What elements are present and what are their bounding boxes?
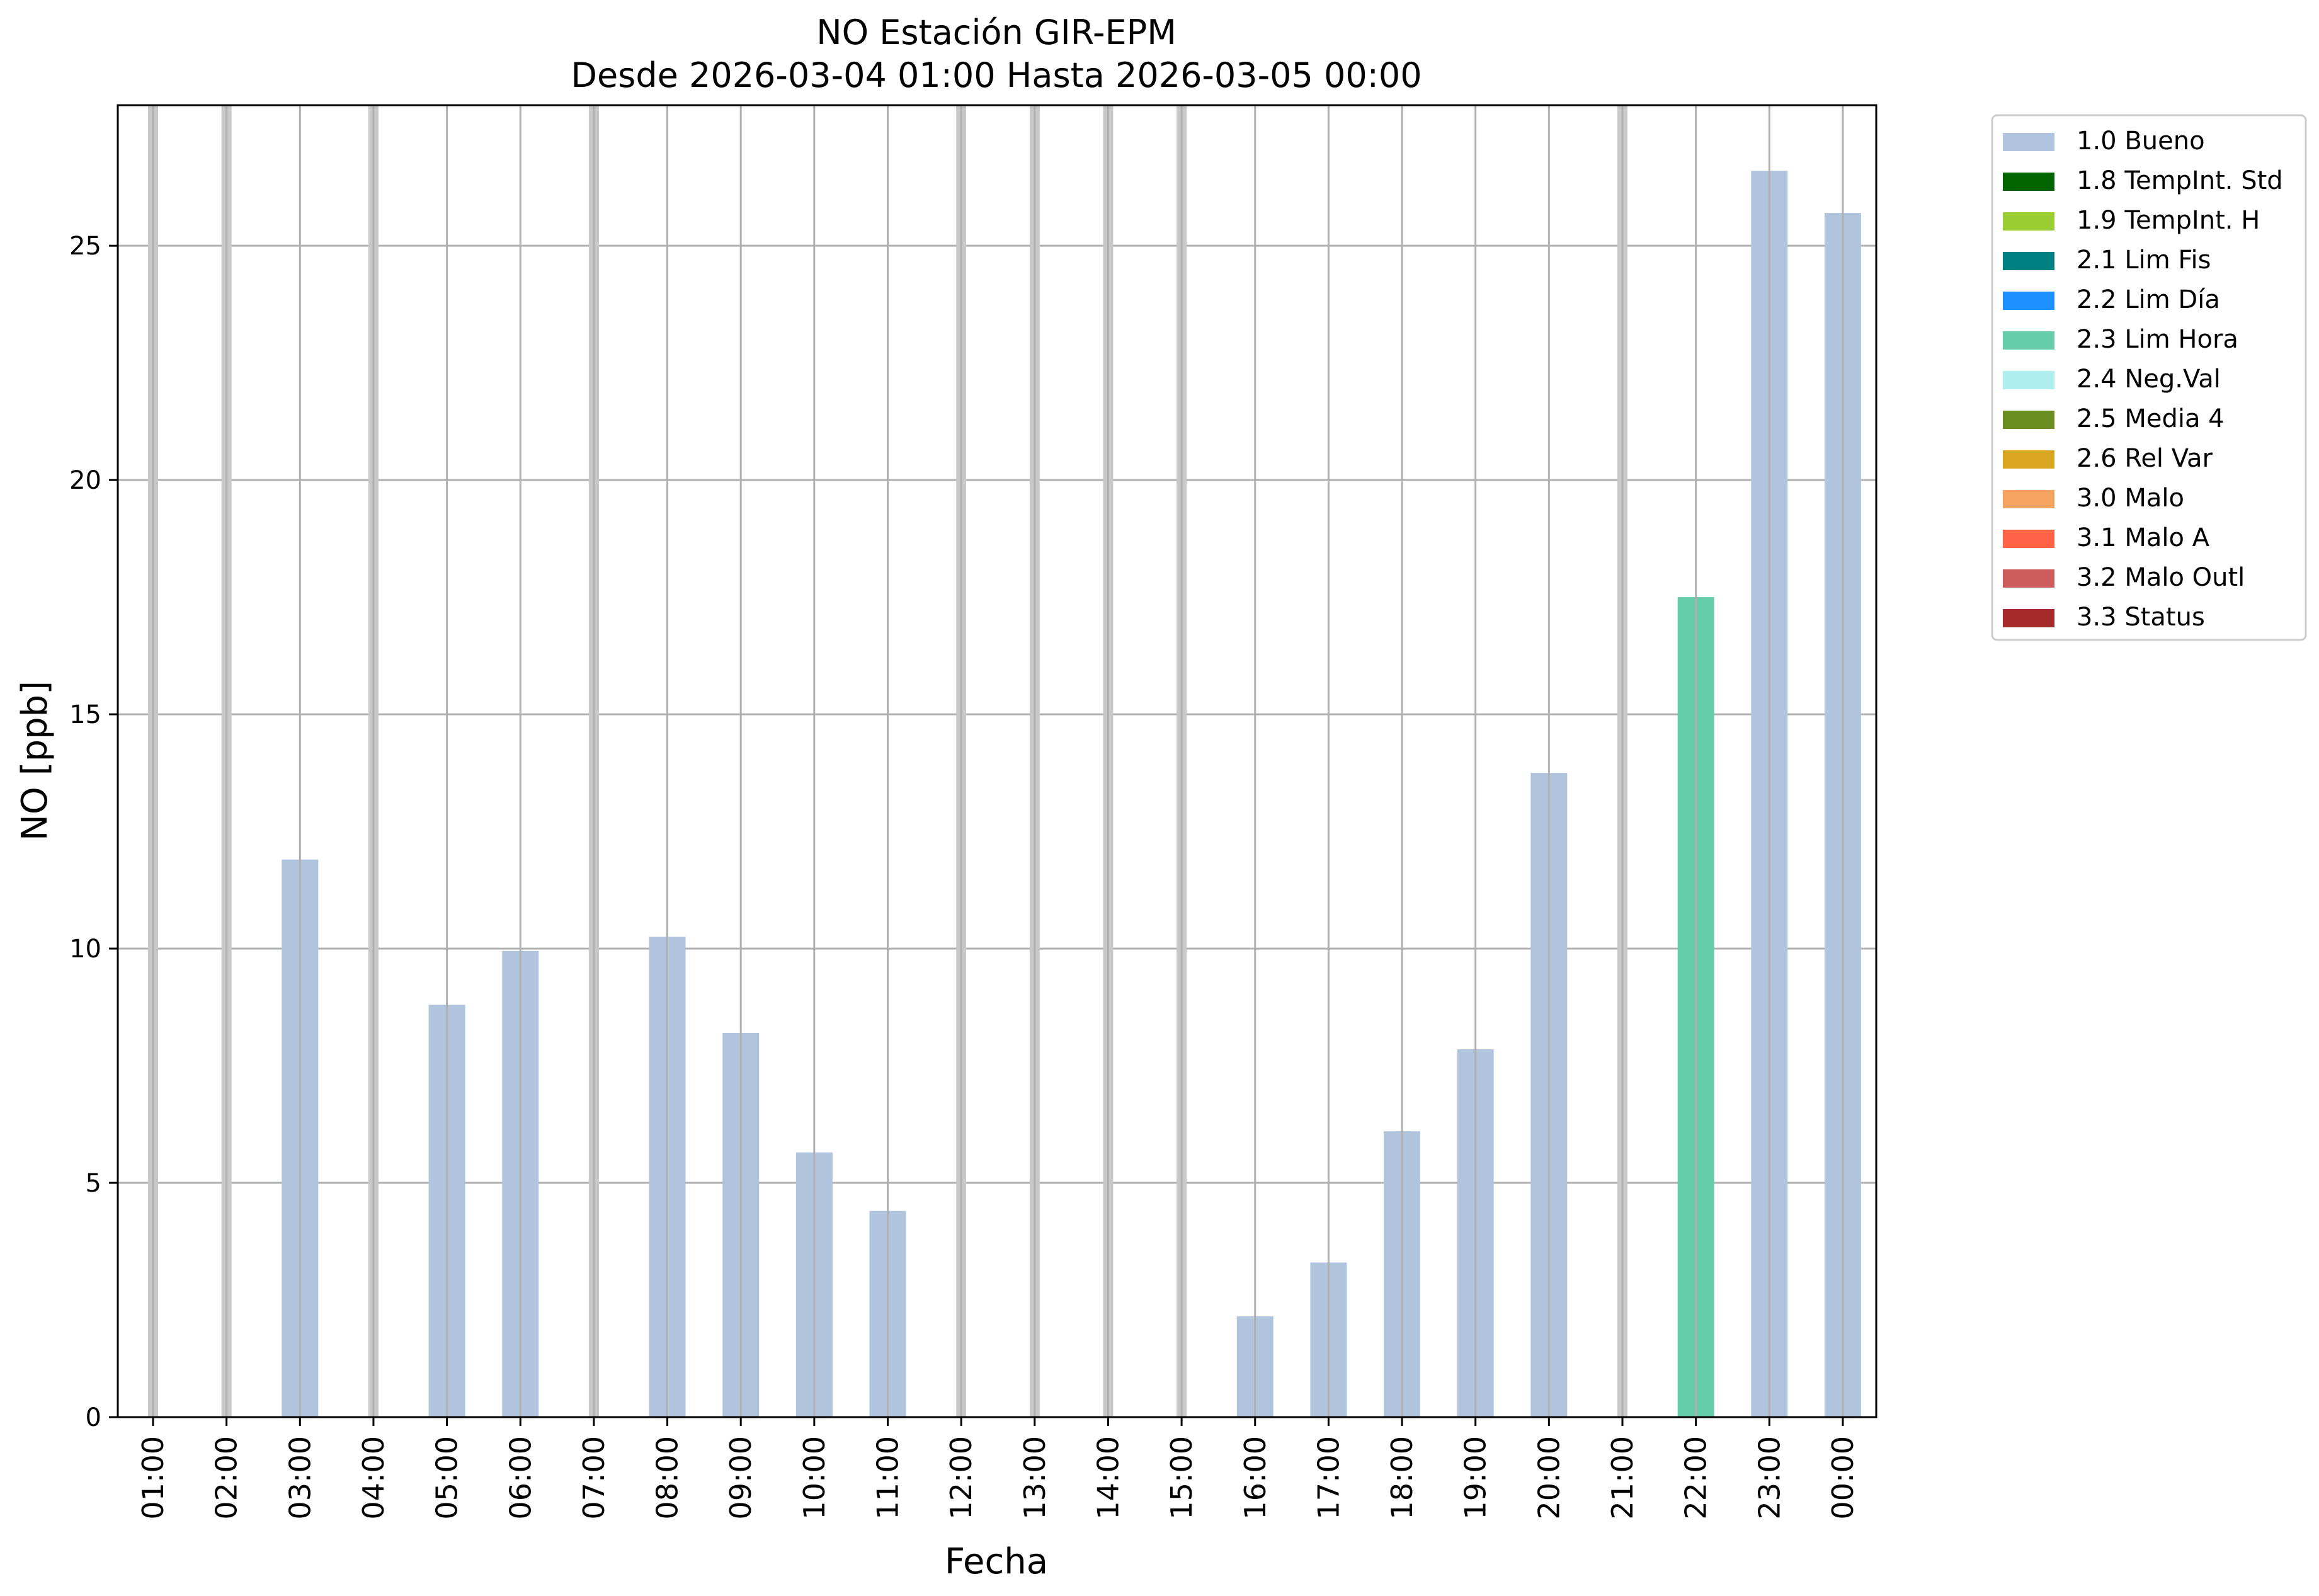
x-tick-label: 04:00 <box>356 1436 390 1520</box>
x-tick-label: 02:00 <box>210 1436 244 1520</box>
y-tick-label: 10 <box>69 935 101 964</box>
x-tick-label: 23:00 <box>1752 1436 1786 1520</box>
x-tick-label: 11:00 <box>871 1436 905 1520</box>
legend-swatch <box>2003 212 2054 231</box>
x-axis-label: Fecha <box>945 1541 1048 1582</box>
y-axis: 0 5 10 15 20 25 <box>69 232 118 1432</box>
legend-label: 1.0 Bueno <box>2077 127 2205 156</box>
x-tick-label: 22:00 <box>1679 1436 1713 1520</box>
y-tick-label: 25 <box>69 232 101 261</box>
x-tick-label: 16:00 <box>1238 1436 1272 1520</box>
chart-title: NO Estación GIR-EPM <box>816 13 1177 52</box>
y-tick-label: 5 <box>86 1169 101 1198</box>
x-tick-label: 14:00 <box>1091 1436 1125 1520</box>
chart-subtitle: Desde 2026-03-04 01:00 Hasta 2026-03-05 … <box>571 55 1422 95</box>
y-tick-label: 15 <box>69 700 101 729</box>
legend-label: 3.2 Malo Outl <box>2077 563 2245 592</box>
x-tick-label: 03:00 <box>283 1436 317 1520</box>
legend-swatch <box>2003 411 2054 429</box>
y-axis-label: NO [ppb] <box>14 681 55 841</box>
legend-label: 2.3 Lim Hora <box>2077 325 2238 354</box>
legend-swatch <box>2003 252 2054 270</box>
y-tick-label: 20 <box>69 466 101 495</box>
legend-label: 3.1 Malo A <box>2077 523 2210 552</box>
legend-label: 2.2 Lim Día <box>2077 285 2220 314</box>
legend-label: 3.0 Malo <box>2077 484 2184 513</box>
legend-swatch <box>2003 133 2054 151</box>
x-tick-label: 05:00 <box>430 1436 464 1520</box>
legend-label: 2.4 Neg.Val <box>2077 365 2221 394</box>
x-tick-label: 18:00 <box>1385 1436 1419 1520</box>
legend-swatch <box>2003 450 2054 469</box>
x-tick-label: 20:00 <box>1532 1436 1566 1520</box>
legend-label: 1.9 TempInt. H <box>2077 206 2260 235</box>
plot-frame <box>117 104 1877 1418</box>
legend-frame <box>1991 114 2307 641</box>
x-tick-label: 00:00 <box>1826 1436 1860 1520</box>
legend-label: 2.1 Lim Fis <box>2077 246 2211 275</box>
legend-swatch <box>2003 371 2054 389</box>
x-tick-label: 09:00 <box>724 1436 758 1520</box>
legend-swatch <box>2003 292 2054 310</box>
y-tick-label: 0 <box>86 1403 101 1432</box>
grid <box>118 244 1876 1418</box>
legend-label: 2.6 Rel Var <box>2077 444 2213 473</box>
legend-label: 1.8 TempInt. Std <box>2077 166 2283 195</box>
legend-label: 2.5 Media 4 <box>2077 404 2225 433</box>
vertical-grid <box>152 105 1844 1417</box>
legend-swatch <box>2003 331 2054 350</box>
x-tick-label: 21:00 <box>1605 1436 1639 1520</box>
x-tick-label: 12:00 <box>944 1436 978 1520</box>
x-tick-label: 08:00 <box>651 1436 685 1520</box>
x-tick-label: 06:00 <box>503 1436 537 1520</box>
legend-label: 3.3 Status <box>2077 603 2205 632</box>
x-tick-label: 13:00 <box>1018 1436 1052 1520</box>
x-tick-label: 19:00 <box>1459 1436 1493 1520</box>
legend-swatch <box>2003 569 2054 588</box>
x-tick-label: 01:00 <box>136 1436 170 1520</box>
legend: 1.0 Bueno 1.8 TempInt. Std 1.9 TempInt. H 2… <box>1991 114 2307 641</box>
legend-swatch <box>2003 490 2054 508</box>
legend-swatch <box>2003 530 2054 548</box>
x-tick-label: 17:00 <box>1311 1436 1345 1520</box>
x-tick-label: 07:00 <box>577 1436 611 1520</box>
legend-swatch <box>2003 609 2054 627</box>
x-tick-label: 10:00 <box>797 1436 831 1520</box>
legend-swatch <box>2003 173 2054 191</box>
x-tick-label: 15:00 <box>1165 1436 1199 1520</box>
x-axis: 01:00 02:00 03:00 04:00 05:00 06:00 07:00 08:00… <box>136 1417 1860 1520</box>
